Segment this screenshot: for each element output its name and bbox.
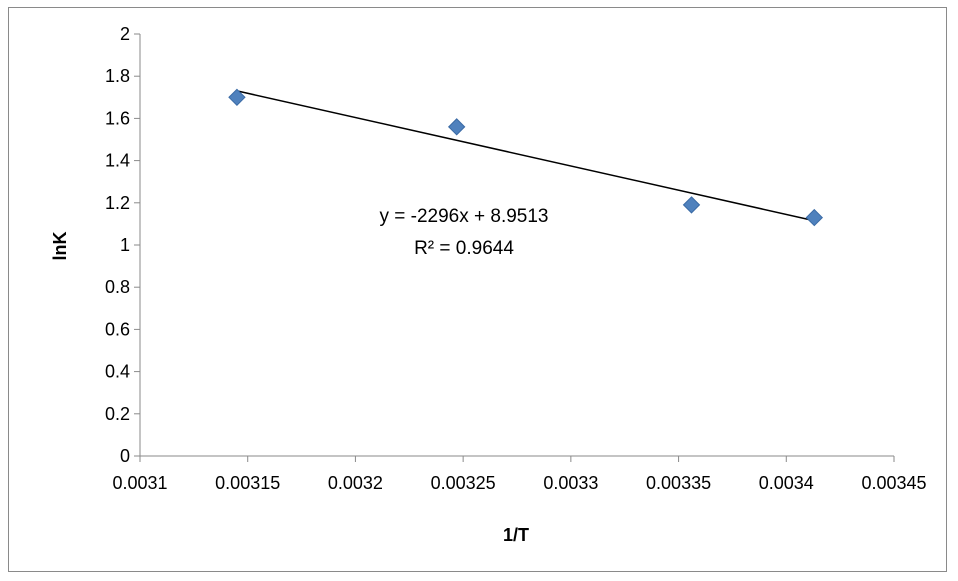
trendline: [236, 90, 815, 222]
data-point: [228, 88, 246, 107]
y-axis-ticks: 0 0.2 0.4 0.6 0.8 1 1.2 1.4 1.6 1.8 2: [105, 24, 140, 466]
chart-frame: [8, 7, 947, 572]
x-axis-ticks: 0.0031 0.00315 0.0032 0.00325 0.0033 0.00335 0…: [112, 456, 927, 493]
y-tick-label: 1: [120, 235, 130, 255]
data-points: [228, 88, 823, 227]
trendline-equation: y = -2296x + 8.9513: [379, 206, 548, 227]
x-tick-label: 0.0031: [112, 473, 167, 493]
x-axis-title: 1/T: [503, 525, 529, 545]
axes: [139, 34, 894, 457]
data-point: [447, 118, 466, 136]
y-tick-label: 0.2: [105, 404, 130, 424]
x-tick-label: 0.00335: [646, 473, 711, 493]
y-axis-title: lnK: [50, 232, 70, 261]
y-tick-label: 1.2: [105, 193, 130, 213]
x-tick-label: 0.0033: [543, 473, 598, 493]
y-tick-label: 0: [120, 446, 130, 466]
data-point: [682, 196, 701, 214]
y-tick-label: 1.8: [105, 66, 130, 86]
y-tick-label: 0.4: [105, 362, 130, 382]
trendline-r-squared: R² = 0.9644: [414, 238, 514, 259]
x-tick-label: 0.00325: [431, 473, 496, 493]
x-tick-label: 0.0032: [328, 473, 383, 493]
x-tick-label: 0.00315: [215, 473, 280, 493]
y-tick-label: 0.8: [105, 277, 130, 297]
y-tick-label: 1.6: [105, 108, 130, 128]
y-tick-label: 1.4: [105, 151, 130, 171]
y-tick-label: 2: [120, 24, 130, 44]
x-tick-label: 0.00345: [861, 473, 926, 493]
x-tick-label: 0.0034: [759, 473, 814, 493]
y-tick-label: 0.6: [105, 319, 130, 339]
data-point: [805, 208, 823, 227]
